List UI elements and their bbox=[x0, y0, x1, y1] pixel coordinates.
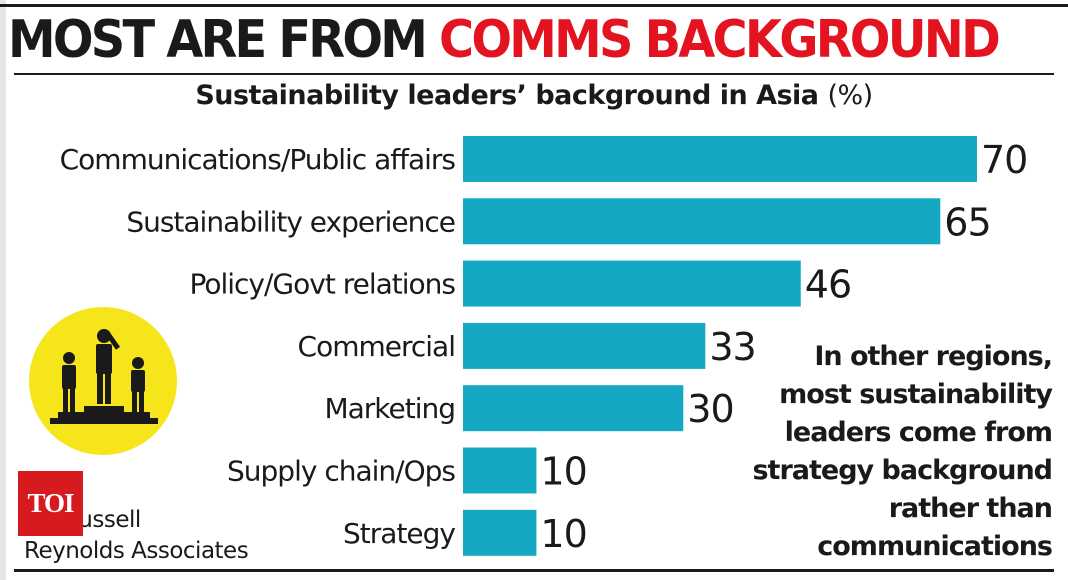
headline: MOST ARE FROM COMMS BACKGROUND bbox=[8, 6, 1001, 74]
top-rule bbox=[0, 4, 1068, 7]
value-label-1: 70 bbox=[981, 138, 1027, 182]
bar-1 bbox=[463, 136, 977, 182]
bar-6 bbox=[463, 447, 537, 494]
bar-7 bbox=[463, 509, 537, 556]
value-label-4: 33 bbox=[709, 325, 755, 369]
headline-part1: MOST ARE FROM bbox=[8, 10, 440, 70]
bottom-rule bbox=[14, 569, 1054, 572]
category-label-6: Supply chain/Ops bbox=[227, 455, 455, 488]
category-label-2: Sustainability experience bbox=[126, 205, 455, 238]
category-label-5: Marketing bbox=[324, 392, 455, 425]
value-label-3: 46 bbox=[805, 263, 851, 307]
bar-4 bbox=[463, 322, 706, 369]
regional-note: In other regions, most sustainability le… bbox=[752, 341, 1053, 562]
bar-3 bbox=[463, 260, 801, 307]
value-label-6: 10 bbox=[540, 450, 586, 494]
subtitle-unit: (%) bbox=[827, 80, 873, 111]
toi-logo: TOI bbox=[18, 471, 83, 536]
category-label-3: Policy/Govt relations bbox=[189, 268, 455, 301]
left-border bbox=[0, 0, 6, 580]
title-rule bbox=[14, 73, 1054, 75]
value-label-2: 65 bbox=[944, 200, 990, 244]
category-label-1: Communications/Public affairs bbox=[60, 143, 456, 176]
headline-part2: COMMS BACKGROUND bbox=[439, 10, 1001, 70]
podium-winners-icon bbox=[29, 307, 177, 455]
value-label-7: 10 bbox=[540, 512, 586, 556]
bar-2 bbox=[463, 198, 941, 245]
chart-subtitle: Sustainability leaders’ background in As… bbox=[0, 80, 1068, 111]
value-label-5: 30 bbox=[687, 387, 733, 431]
category-label-7: Strategy bbox=[343, 517, 455, 550]
category-label-4: Commercial bbox=[298, 330, 455, 363]
bar-5 bbox=[463, 385, 684, 432]
subtitle-text: Sustainability leaders’ background in As… bbox=[195, 80, 819, 111]
